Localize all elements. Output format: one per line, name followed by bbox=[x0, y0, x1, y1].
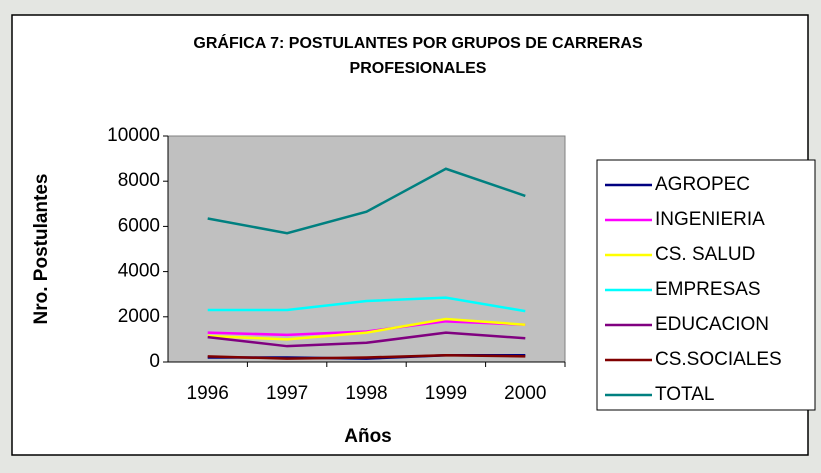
legend-label: CS. SALUD bbox=[655, 244, 755, 265]
series-line bbox=[207, 331, 526, 348]
series-line bbox=[207, 167, 526, 235]
y-tick-label: 4000 bbox=[118, 261, 160, 282]
x-tick-label: 1996 bbox=[187, 383, 229, 404]
series-line bbox=[207, 296, 526, 313]
x-tick-label: 2000 bbox=[504, 383, 546, 404]
legend-label: AGROPEC bbox=[655, 174, 750, 195]
legend-label: TOTAL bbox=[655, 384, 714, 405]
chart-title: GRÁFICA 7: POSTULANTES POR GRUPOS DE CAR… bbox=[193, 33, 643, 52]
legend-label: EMPRESAS bbox=[655, 279, 761, 300]
series-line bbox=[207, 317, 526, 341]
legend-label: INGENIERIA bbox=[655, 209, 765, 230]
legend-label: EDUCACION bbox=[655, 314, 769, 335]
y-tick-label: 8000 bbox=[118, 170, 160, 191]
chart-title: PROFESIONALES bbox=[350, 60, 487, 77]
x-tick-label: 1999 bbox=[425, 383, 467, 404]
legend-label: CS.SOCIALES bbox=[655, 349, 782, 370]
x-axis-label: Años bbox=[344, 426, 392, 447]
y-tick-label: 2000 bbox=[118, 306, 160, 327]
legend-box bbox=[596, 159, 816, 411]
series-line bbox=[207, 353, 526, 360]
plot-area bbox=[167, 135, 566, 363]
y-axis-label: Nro. Postulantes bbox=[31, 174, 52, 325]
y-tick-label: 0 bbox=[149, 351, 160, 372]
x-tick-label: 1997 bbox=[266, 383, 308, 404]
y-tick-label: 10000 bbox=[107, 125, 160, 146]
x-tick-label: 1998 bbox=[345, 383, 387, 404]
y-tick-label: 6000 bbox=[118, 215, 160, 236]
